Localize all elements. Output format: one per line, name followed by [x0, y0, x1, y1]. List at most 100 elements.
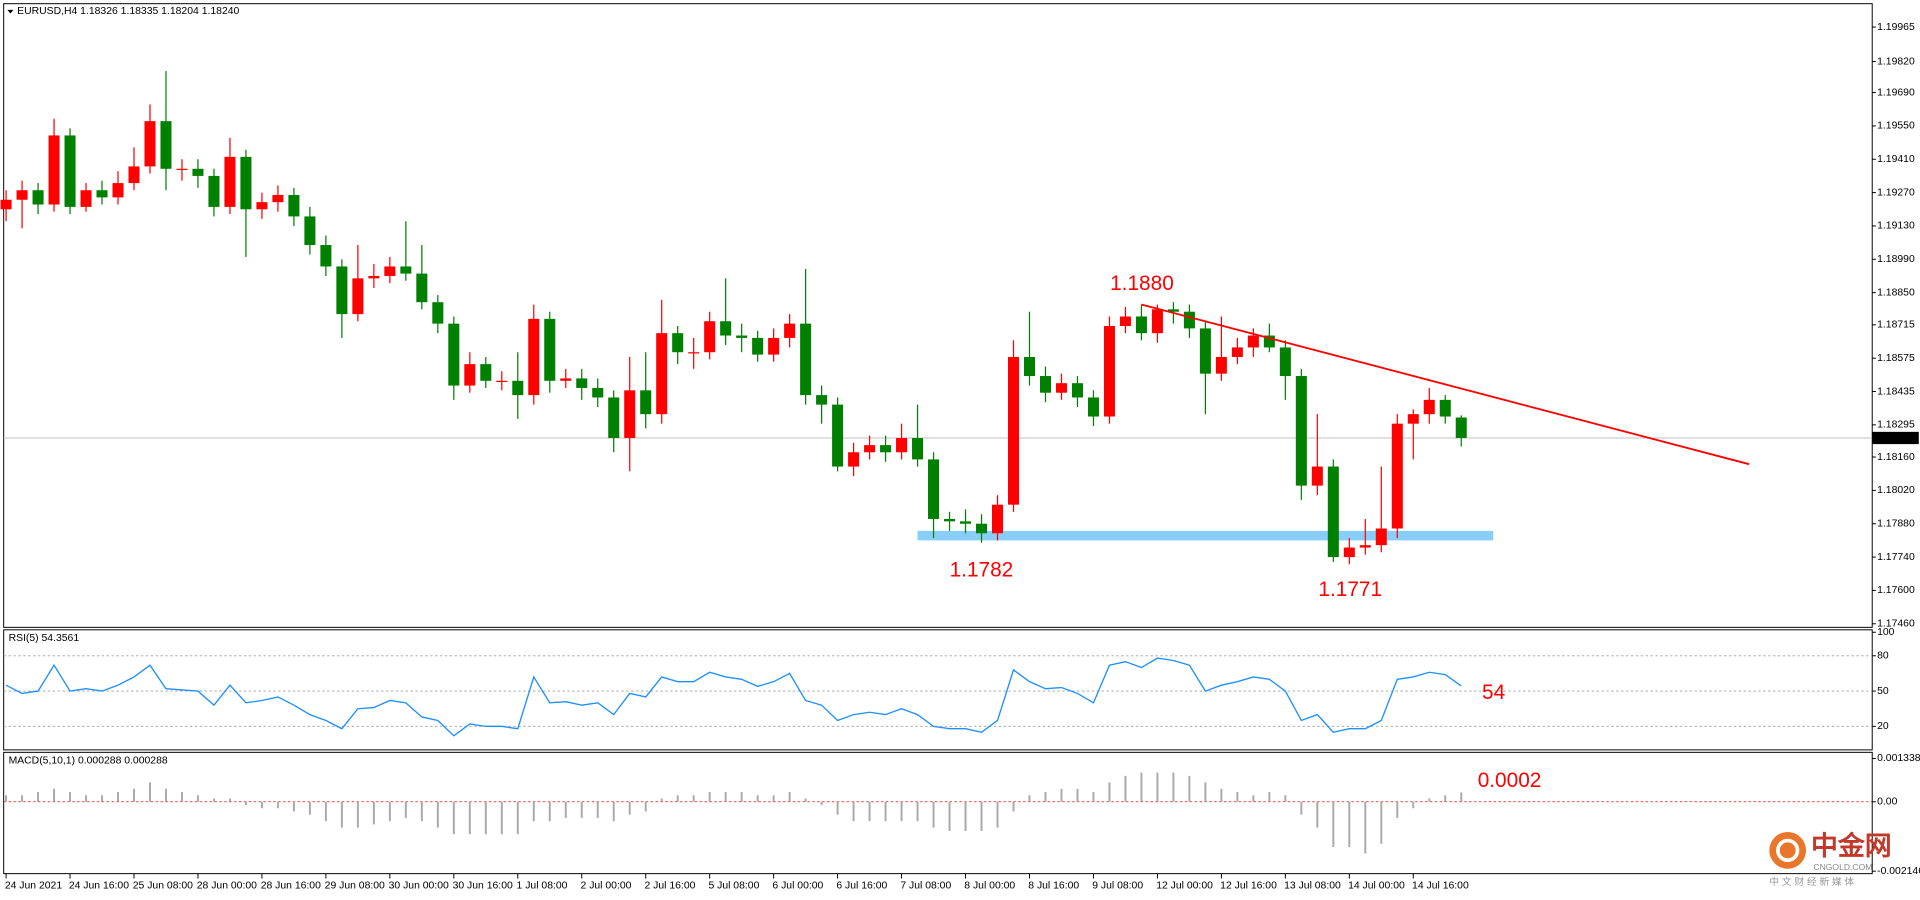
x-tick-label: 13 Jul 08:00 [1284, 881, 1341, 892]
macd-bar [117, 792, 119, 802]
candle-body [1423, 399, 1435, 415]
macd-bar [1332, 801, 1335, 848]
y-tick-label: 50 [1877, 686, 1889, 697]
macd-bar [644, 801, 647, 812]
macd-bar [180, 792, 183, 802]
macd-bar [37, 792, 40, 802]
y-tick-label: 80 [1877, 651, 1889, 662]
candle-body [448, 323, 460, 386]
menu-arrow[interactable] [7, 9, 14, 14]
candle-body [576, 378, 588, 388]
candle-body [272, 194, 284, 203]
macd-bar [676, 795, 679, 802]
candle-body [352, 278, 364, 315]
panel-title: RSI(5) 54.3561 [9, 633, 80, 644]
macd-bar [900, 801, 903, 822]
macd-bar [276, 801, 279, 809]
candle-body [1039, 376, 1051, 393]
candle-body [112, 183, 124, 198]
candle-body [320, 245, 332, 267]
candle-body [608, 397, 620, 438]
candle-body [944, 518, 956, 522]
macd-bar [1268, 792, 1271, 802]
logo [1769, 831, 1807, 869]
candle-body [80, 190, 92, 207]
x-tick-label: 25 Jun 08:00 [133, 881, 193, 892]
macd-bar [564, 801, 567, 818]
macd-bar [228, 798, 231, 802]
y-tick-label: 1.19690 [1877, 87, 1915, 98]
candle-body [32, 190, 44, 205]
candle-body [544, 318, 556, 381]
candle-body [928, 459, 940, 519]
candle-body [1167, 309, 1179, 312]
y-tick-label: 1.18575 [1877, 353, 1915, 364]
macd-panel [3, 751, 1873, 875]
macd-bar [1076, 788, 1079, 802]
y-tick-label: 1.18020 [1877, 485, 1915, 496]
macd-bar [1252, 795, 1255, 802]
macd-bar [1028, 795, 1031, 802]
macd-bar [580, 801, 583, 818]
macd-bar [1300, 801, 1303, 815]
support-zone [917, 530, 1494, 541]
x-tick-label: 14 Jul 00:00 [1348, 881, 1405, 892]
candle-body [1375, 528, 1387, 546]
watermark-name: 中金网 [1811, 830, 1892, 861]
candle-body [1183, 311, 1195, 329]
macd-bar [260, 801, 263, 809]
candle-body [1023, 356, 1036, 377]
macd-bar [612, 801, 615, 822]
x-tick-label: 30 Jun 16:00 [453, 881, 513, 892]
y-tick-label: 0.00 [1877, 797, 1897, 808]
macd-bar [133, 788, 135, 802]
macd-bar [932, 801, 935, 828]
macd-bar [964, 801, 967, 831]
y-tick-label: 1.17460 [1877, 619, 1915, 630]
y-tick-label: 1.17880 [1877, 518, 1915, 529]
trendline [1141, 303, 1750, 466]
macd-bar [596, 801, 599, 818]
candle-body [496, 380, 508, 383]
watermark-site: CNGOLD.COM [1813, 862, 1872, 872]
x-tick-label: 2 Jul 00:00 [581, 881, 632, 892]
macd-bar [101, 795, 104, 802]
macd-bar [372, 801, 375, 825]
macd-bar [868, 801, 871, 822]
macd-bar [788, 792, 791, 802]
candle-body [1311, 466, 1323, 486]
watermark-tagline: 中 文 财 经 新 媒 体 [1769, 875, 1854, 888]
candle-body [400, 266, 412, 274]
macd-bar [1444, 795, 1447, 802]
macd-bar [484, 801, 487, 835]
macd-bar [1124, 775, 1127, 802]
x-tick-label: 24 Jun 16:00 [69, 881, 129, 892]
candle-body [991, 504, 1004, 534]
macd-bar [1044, 792, 1047, 802]
macd-bar [69, 792, 72, 802]
macd-bar [1284, 795, 1287, 802]
macd-bar [420, 801, 423, 822]
macd-bar [1092, 792, 1095, 802]
macd-bar [548, 801, 551, 822]
candle-body [16, 190, 28, 200]
macd-bar [1412, 801, 1415, 809]
x-tick-label: 7 Jul 08:00 [900, 881, 951, 892]
candle-body [896, 437, 908, 453]
candle-body [1199, 328, 1211, 374]
macd-bar [804, 798, 807, 802]
candle-body [1343, 547, 1355, 558]
rsi-panel [3, 629, 1873, 751]
macd-bar [1364, 801, 1367, 854]
x-tick-label: 1 Jul 08:00 [517, 881, 568, 892]
macd-bar [5, 795, 8, 802]
candle-body [624, 390, 636, 438]
macd-bar [436, 801, 439, 828]
macd-bar [1156, 772, 1159, 802]
macd-bar [21, 795, 24, 802]
candle-body [1295, 376, 1307, 486]
candle-body [1055, 383, 1067, 393]
candle-body [720, 321, 732, 336]
